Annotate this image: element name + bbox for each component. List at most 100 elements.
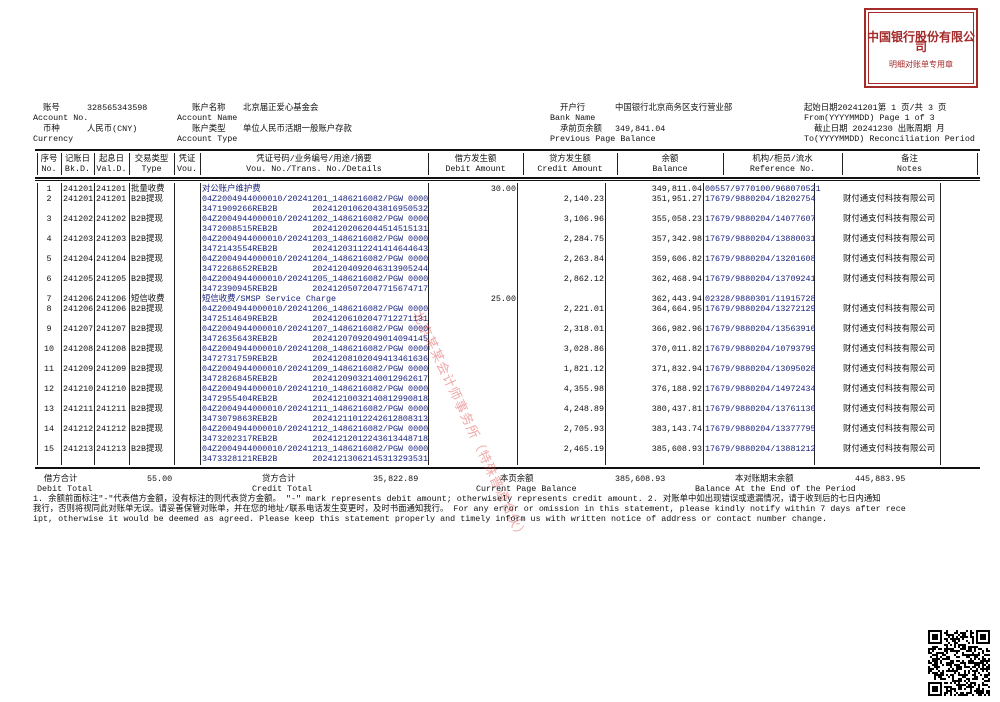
qr-module [962,662,964,664]
reference-no: 02328/9880301/11915728 [705,294,816,304]
qr-module [988,664,990,666]
qr-module [984,684,986,686]
balance: 362,468.94 [651,274,702,284]
qr-module [954,642,956,644]
qr-module [946,656,948,658]
transaction-type: B2B提现 [131,384,163,394]
qr-module [936,666,938,668]
account-no-label: 账号 [43,103,60,113]
qr-module [962,636,964,638]
row-number: 14 [43,424,55,434]
value-date: 241206 [96,304,127,314]
to-date-period-en: To(YYYYMMDD) Reconciliation Period [804,134,975,144]
details-line-1: 04Z2004944000010/20241207_1486216082/PGW… [202,324,429,334]
qr-module [944,650,946,652]
qr-module [968,672,970,674]
qr-module [966,682,968,684]
qr-module [964,674,966,676]
qr-module [958,672,960,674]
column-divider [428,183,429,465]
qr-module [956,668,958,670]
qr-module [978,648,980,650]
qr-module [938,652,940,654]
qr-module [946,662,948,664]
qr-module [946,630,948,632]
qr-module [964,648,966,650]
currency-label: 币种 [43,124,60,134]
reference-no: 17679/9880204/13709241 [705,274,816,284]
qr-module [972,638,974,640]
row-number: 15 [43,444,55,454]
qr-module [988,674,990,676]
qr-module [960,686,962,688]
qr-module [956,642,958,644]
transaction-type: B2B提现 [131,444,163,454]
details-ref: 3472390945REB2B [202,284,278,294]
qr-module [938,676,940,678]
details-serial: 20241213062145313293531 [312,454,428,464]
qr-module [962,634,964,636]
qr-module [960,662,962,664]
qr-module [952,648,954,650]
qr-module [950,660,952,662]
qr-module [948,670,950,672]
details-line-1: 04Z2004944000010/20241204_1486216082/PGW… [202,254,429,264]
qr-module [976,662,978,664]
qr-module [942,664,944,666]
details-ref: 3472731759REB2B [202,354,278,364]
qr-module [944,644,946,646]
qr-module [978,664,980,666]
qr-module [958,686,960,688]
qr-module [970,688,972,690]
column-header-en: Debit Amount [445,164,506,174]
qr-module [932,668,934,670]
details-line-1: 04Z2004944000010/20241201_1486216082/PGW… [202,194,429,204]
qr-module [966,640,968,642]
qr-module [966,650,968,652]
note-line-3: ipt, otherwise it would be deemed as agr… [33,514,828,524]
qr-module [950,666,952,668]
qr-module [972,678,974,680]
booking-date: 241201 [63,194,94,204]
notes: 财付通支付科技有限公司 [843,214,936,224]
qr-module [952,638,954,640]
qr-module [936,672,938,674]
qr-module [934,658,936,660]
qr-module [950,638,952,640]
qr-module [964,670,966,672]
qr-module [930,662,932,664]
qr-module [976,676,978,678]
qr-module [974,666,976,668]
column-header-cn: 凭证 [178,154,196,164]
booking-date: 241208 [63,344,94,354]
qr-module [964,680,966,682]
qr-module [978,666,980,668]
qr-module [944,694,946,696]
qr-module [958,666,960,668]
qr-module [950,692,952,694]
qr-module [932,654,934,656]
balance: 385,608.93 [651,444,702,454]
qr-module [960,680,962,682]
booking-date: 241203 [63,234,94,244]
row-number: 4 [46,234,52,244]
value-date: 241202 [96,214,127,224]
qr-module [974,658,976,660]
credit-amount: 2,284.75 [563,234,604,244]
qr-module [946,650,948,652]
qr-module [958,646,960,648]
qr-module [960,648,962,650]
qr-module [934,674,936,676]
bank-seal-stamp: 中国银行股份有限公司 明细对账单专用章 [864,8,978,88]
qr-module [936,664,938,666]
transaction-type: B2B提现 [131,254,163,264]
qr-module [942,672,944,674]
row-number: 1 [46,184,52,194]
details-serial: 20241206102047712271131 [312,314,428,324]
qr-module [982,664,984,666]
prev-balance: 349,841.04 [615,124,666,134]
debit-total-label: 借方合计 [44,474,78,484]
details-ref: 3472635643REB2B [202,334,278,344]
qr-module [966,686,968,688]
qr-module [972,674,974,676]
